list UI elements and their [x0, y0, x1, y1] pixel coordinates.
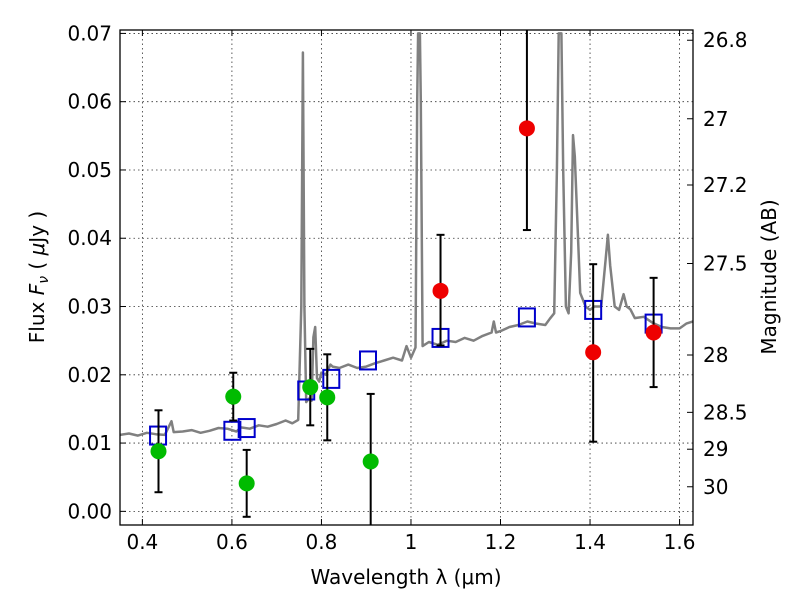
flux-point: [645, 324, 662, 341]
model-flux-square: [517, 307, 536, 328]
x-tick-label: 1.2: [485, 530, 517, 554]
y2-tick-label: 27: [703, 107, 728, 131]
y2-tick-label: 30: [703, 475, 728, 499]
model-flux-square: [223, 420, 242, 441]
flux-point: [585, 344, 602, 361]
flux-point: [518, 120, 535, 137]
plot-area: [120, 30, 693, 525]
grid: [120, 30, 693, 525]
spectrum-line: [120, 32, 693, 437]
y-tick-label: 0.06: [67, 90, 112, 114]
x-tick-label: 1.4: [574, 530, 606, 554]
y2-axis-label: Magnitude (AB): [757, 199, 781, 354]
flux-point: [362, 453, 379, 470]
y-tick-label: 0.02: [67, 363, 112, 387]
model-flux-square: [237, 418, 256, 439]
flux-point: [225, 388, 242, 405]
flux-point: [432, 282, 449, 299]
model-flux-square: [322, 368, 341, 389]
flux-point: [319, 389, 336, 406]
y-tick-label: 0.05: [67, 158, 112, 182]
y-tick-label: 0.00: [67, 499, 112, 523]
y2-tick-label: 29: [703, 437, 728, 461]
x-axis-label: Wavelength λ (μm): [310, 565, 501, 589]
y-axis-label: Flux Fν ( μJy ): [25, 211, 52, 343]
x-tick-label: 1: [405, 530, 418, 554]
y-tick-label: 0.01: [67, 431, 112, 455]
model-flux-square: [359, 350, 378, 371]
x-tick-label: 1.6: [664, 530, 696, 554]
flux-point: [302, 379, 319, 396]
x-tick-label: 0.8: [306, 530, 338, 554]
flux-point: [238, 475, 255, 492]
y2-tick-label: 26.8: [703, 28, 748, 52]
y2-tick-label: 27.5: [703, 252, 748, 276]
x-tick-label: 0.4: [126, 530, 158, 554]
y2-tick-label: 27.2: [703, 173, 748, 197]
y2-tick-label: 28.5: [703, 400, 748, 424]
y-tick-label: 0.07: [67, 21, 112, 45]
flux-point: [150, 443, 167, 460]
axis-ticks: 0.4 0.6 0.8 1 1.2 1.4 1.6 0.00 0.01 0.02 0.03 0.04 0…: [67, 21, 747, 554]
y-tick-label: 0.04: [67, 226, 112, 250]
plot-frame: [119, 29, 694, 526]
y-tick-label: 0.03: [67, 295, 112, 319]
x-tick-label: 0.6: [216, 530, 248, 554]
y2-tick-label: 28: [703, 343, 728, 367]
